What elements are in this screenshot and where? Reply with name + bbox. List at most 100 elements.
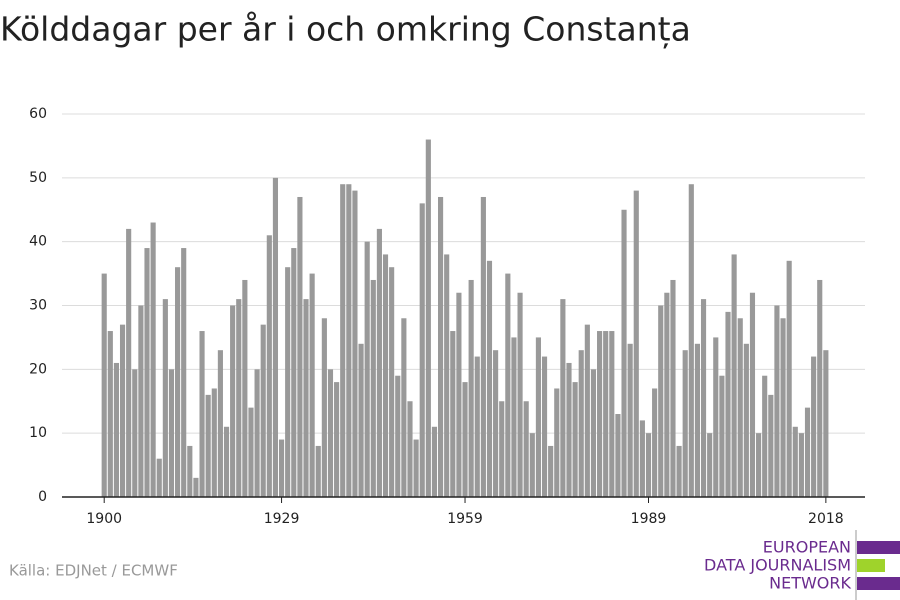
bar [315, 445, 321, 497]
bar [548, 445, 554, 497]
bar [419, 203, 425, 497]
bar [731, 254, 737, 497]
bar [811, 356, 817, 497]
bar [517, 292, 523, 497]
bar [309, 273, 315, 497]
bar [431, 426, 438, 497]
bar [303, 299, 309, 497]
logo-text: NETWORK [769, 574, 851, 593]
bar [193, 477, 199, 497]
bar [633, 190, 639, 497]
bar [499, 401, 505, 497]
bar [352, 190, 358, 497]
bar [523, 401, 529, 497]
logo-text: DATA JOURNALISM [704, 556, 851, 575]
bar [700, 299, 707, 497]
bar [707, 433, 713, 497]
bar [181, 248, 187, 497]
bar [236, 299, 242, 497]
bar [486, 260, 493, 497]
bar [321, 318, 327, 497]
bar [511, 337, 517, 497]
x-tick-label: 1929 [264, 511, 300, 527]
bar [572, 382, 578, 497]
bar [749, 292, 756, 497]
logo-bar [857, 577, 900, 590]
bar [138, 305, 144, 497]
bar [395, 375, 401, 497]
bar [676, 445, 682, 497]
bar [370, 279, 376, 497]
bar [786, 260, 792, 497]
bar [480, 196, 486, 497]
bar [450, 331, 456, 497]
bar [389, 267, 395, 497]
logo-bar [857, 559, 885, 572]
bar [223, 426, 230, 497]
bar [162, 299, 168, 497]
bar [346, 184, 352, 497]
bar [217, 350, 223, 497]
bar [590, 369, 597, 497]
bar [175, 267, 181, 497]
bar [132, 369, 138, 497]
bar [615, 414, 621, 497]
y-tick-label: 0 [38, 489, 47, 505]
bar [150, 222, 156, 497]
bar [817, 279, 823, 497]
bar [597, 331, 603, 497]
bar [107, 331, 113, 497]
bar [462, 382, 468, 497]
bar [774, 305, 780, 497]
bar [566, 362, 572, 497]
bar [468, 279, 474, 497]
bar [199, 331, 205, 497]
bar [401, 318, 407, 497]
bar [554, 388, 560, 497]
bar [603, 331, 609, 497]
bar [639, 420, 645, 497]
bar [260, 324, 266, 497]
bar [529, 433, 535, 497]
bar [609, 331, 615, 497]
bar [444, 254, 450, 497]
bar [535, 337, 541, 497]
bar [230, 305, 236, 497]
bar [560, 299, 566, 497]
bar [584, 324, 590, 497]
bar [621, 209, 627, 497]
bar [144, 248, 150, 497]
bar [762, 375, 768, 497]
bar [652, 388, 658, 497]
bar [254, 369, 260, 497]
x-tick-label: 1989 [631, 511, 667, 527]
bar [382, 254, 389, 497]
bar [541, 356, 548, 497]
bar [297, 196, 303, 497]
bar [474, 356, 480, 497]
bar [205, 394, 211, 497]
bar [413, 439, 419, 497]
bar [578, 350, 584, 497]
bar [358, 343, 364, 497]
bar [493, 350, 499, 497]
bar [743, 343, 749, 497]
bar [792, 426, 798, 497]
y-tick-label: 10 [29, 425, 47, 441]
bar [168, 369, 175, 497]
bar [266, 235, 272, 498]
bar [285, 267, 291, 497]
y-tick-label: 60 [29, 106, 47, 122]
bar [437, 196, 444, 497]
bar [407, 401, 413, 497]
bar [119, 324, 126, 497]
bar [682, 350, 688, 497]
bar [187, 445, 193, 497]
bar [719, 375, 725, 497]
bar [694, 343, 700, 497]
bar [242, 279, 248, 497]
bar [645, 433, 652, 497]
bar [156, 458, 162, 497]
bar [327, 369, 334, 497]
bar [376, 228, 382, 497]
